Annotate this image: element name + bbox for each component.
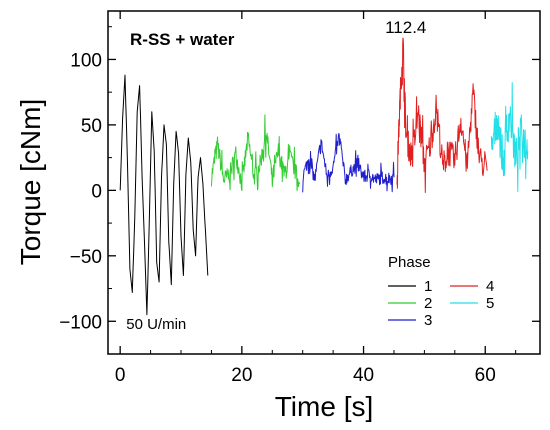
legend-label-phase-3: 3 <box>424 312 432 329</box>
y-axis-title: Torque [cNm] <box>15 99 46 266</box>
legend-title: Phase <box>388 254 431 271</box>
series-line-phase-4 <box>396 37 488 193</box>
series-line-phase-5 <box>490 82 529 192</box>
x-tick-label: 40 <box>353 365 374 386</box>
y-tick-label: −100 <box>59 312 102 333</box>
series-layer <box>119 37 529 316</box>
x-axis-title: Time [s] <box>275 391 374 422</box>
legend-label-phase-5: 5 <box>486 295 494 312</box>
legend-label-phase-4: 4 <box>486 278 494 295</box>
series-line-phase-3 <box>302 133 395 193</box>
x-tick-label: 0 <box>115 365 126 386</box>
peak-annotation: 112.4 <box>385 18 426 37</box>
legend-label-phase-1: 1 <box>424 278 432 295</box>
y-tick-label: 100 <box>70 50 102 71</box>
y-tick-label: 50 <box>81 116 102 137</box>
x-tick-label: 20 <box>231 365 252 386</box>
legend: Phase 123 45 <box>388 254 494 329</box>
chart-title: R-SS + water <box>130 30 235 49</box>
legend-label-phase-2: 2 <box>424 295 432 312</box>
series-line-phase-2 <box>210 114 301 192</box>
series-line-phase-1 <box>119 74 209 316</box>
x-tick-label: 60 <box>475 365 496 386</box>
plot-frame <box>107 10 541 355</box>
tick-layer: 0 20 40 60 −100 −50 0 50 100 <box>59 11 540 386</box>
y-tick-label: 0 <box>91 181 102 202</box>
y-tick-label: −50 <box>70 247 102 268</box>
speed-annotation: 50 U/min <box>126 316 186 333</box>
